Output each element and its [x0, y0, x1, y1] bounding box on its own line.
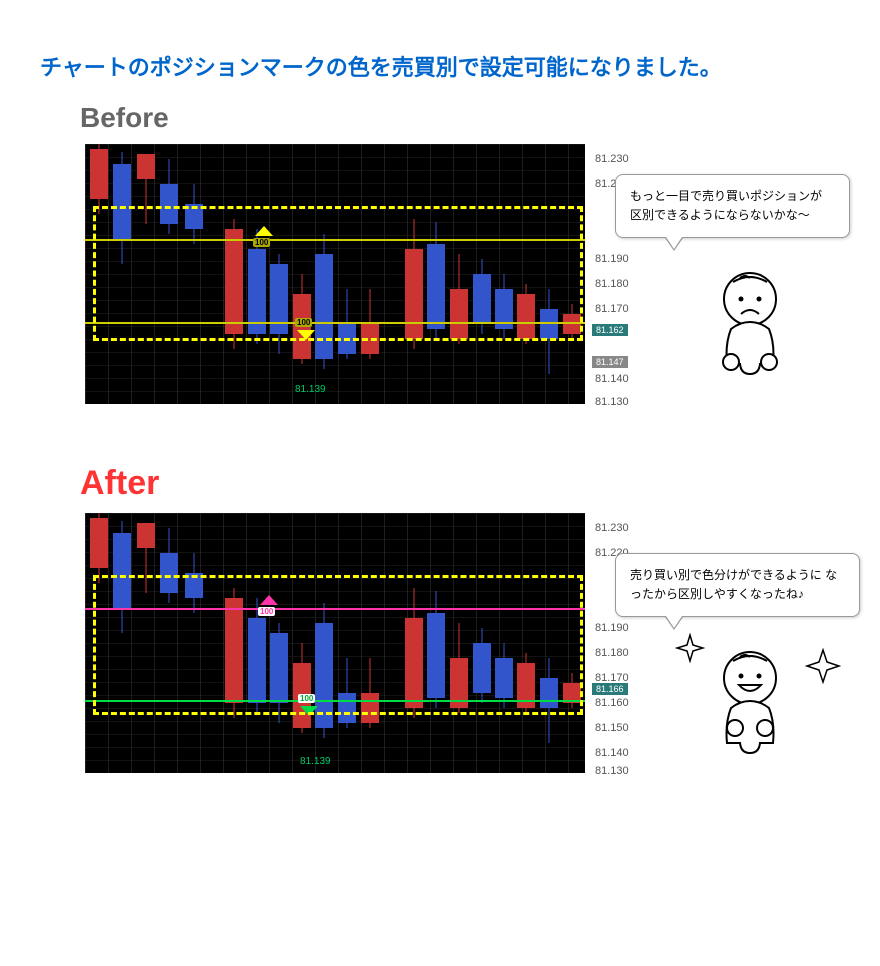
candle: [225, 513, 243, 773]
y-tick-label: 81.180: [595, 647, 629, 659]
y-tick-label: 81.180: [595, 278, 629, 290]
before-label: Before: [0, 102, 880, 134]
after-wrap: 10010081.139 81.23081.22081.19081.18081.…: [85, 513, 835, 773]
grid-line: [108, 513, 109, 773]
candle: [517, 144, 535, 404]
sparkle-icon: [805, 648, 841, 689]
y-tick-label: 81.150: [595, 722, 629, 734]
candle: [405, 513, 423, 773]
candle: [185, 513, 203, 773]
grid-line: [384, 513, 385, 773]
candle: [563, 513, 581, 773]
grid-line: [223, 144, 224, 404]
candle: [361, 144, 379, 404]
after-speech-bubble: 売り買い別で色分けができるように なったから区別しやすくなったね♪: [615, 553, 860, 617]
candle: [160, 513, 178, 773]
candle: [495, 144, 513, 404]
candle: [315, 144, 333, 404]
position-line: [85, 239, 585, 241]
position-marker-label: 100: [258, 607, 275, 616]
y-tick-label: 81.230: [595, 522, 629, 534]
y-tick-label: 81.160: [595, 697, 629, 709]
y-tick-label: 81.140: [595, 373, 629, 385]
before-wrap: 10010081.139 81.23081.22081.19081.18081.…: [85, 144, 835, 404]
price-tag: 81.166: [592, 683, 628, 695]
candle: [90, 144, 108, 404]
candle: [90, 513, 108, 773]
candle: [113, 144, 131, 404]
candle: [450, 144, 468, 404]
position-marker-icon: [297, 330, 315, 340]
candle: [293, 513, 311, 773]
candle: [540, 513, 558, 773]
candle: [563, 144, 581, 404]
candle: [248, 513, 266, 773]
position-line: [85, 608, 585, 610]
candle: [185, 144, 203, 404]
candle: [137, 144, 155, 404]
price-tag: 81.147: [592, 356, 628, 368]
after-chart: 100 100 81.139: [85, 513, 585, 773]
candle: [338, 513, 356, 773]
position-marker-label: 100: [295, 318, 312, 327]
position-marker-icon: [300, 706, 318, 716]
happy-character-icon: [705, 643, 795, 778]
y-tick-label: 81.130: [595, 396, 629, 408]
y-tick-label: 81.230: [595, 153, 629, 165]
page-title: チャートのポジションマークの色を売買別で設定可能になりました。: [0, 0, 880, 102]
grid-line: [108, 144, 109, 404]
candle: [338, 144, 356, 404]
y-tick-label: 81.170: [595, 303, 629, 315]
candle: [473, 513, 491, 773]
candle: [315, 513, 333, 773]
grid-line: [85, 513, 86, 773]
candle: [450, 513, 468, 773]
candle: [270, 144, 288, 404]
sparkle-icon: [675, 633, 705, 668]
grid-line: [246, 144, 247, 404]
low-price-label: 81.139: [295, 384, 326, 395]
position-marker-label: 100: [298, 694, 315, 703]
low-price-label: 81.139: [300, 756, 331, 767]
y-tick-label: 81.190: [595, 253, 629, 265]
candle: [517, 513, 535, 773]
y-tick-label: 81.140: [595, 747, 629, 759]
position-line: [85, 322, 585, 324]
candle: [405, 144, 423, 404]
position-line: [85, 700, 585, 702]
candle: [540, 144, 558, 404]
y-tick-label: 81.130: [595, 765, 629, 777]
candle: [473, 144, 491, 404]
candle: [427, 144, 445, 404]
grid-line: [384, 144, 385, 404]
price-tag: 81.162: [592, 324, 628, 336]
position-marker-icon: [260, 595, 278, 605]
candle: [160, 144, 178, 404]
candle: [293, 144, 311, 404]
before-speech-bubble: もっと一目で売り買いポジションが 区別できるようにならないかな～: [615, 174, 850, 238]
candle: [495, 513, 513, 773]
after-yaxis: 81.23081.22081.19081.18081.17081.16681.1…: [590, 513, 670, 773]
after-label: After: [0, 464, 880, 503]
candle: [427, 513, 445, 773]
candle: [248, 144, 266, 404]
candle: [137, 513, 155, 773]
y-tick-label: 81.190: [595, 622, 629, 634]
grid-line: [131, 513, 132, 773]
position-marker-icon: [255, 226, 273, 236]
position-marker-label: 100: [253, 238, 270, 247]
sad-character-icon: [705, 264, 795, 399]
candle: [361, 513, 379, 773]
grid-line: [246, 513, 247, 773]
grid-line: [223, 513, 224, 773]
candle: [270, 513, 288, 773]
grid-line: [85, 144, 86, 404]
candle: [113, 513, 131, 773]
before-chart: 100 100 81.139: [85, 144, 585, 404]
candle: [225, 144, 243, 404]
grid-line: [131, 144, 132, 404]
